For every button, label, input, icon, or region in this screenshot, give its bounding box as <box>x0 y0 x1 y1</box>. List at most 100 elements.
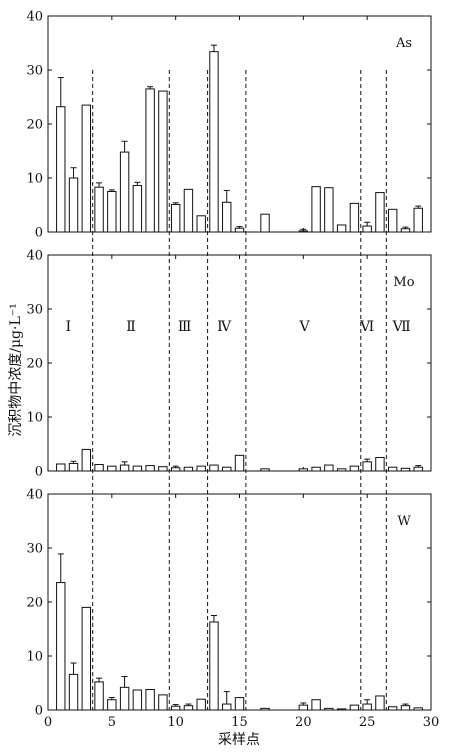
bar <box>94 681 104 711</box>
bar <box>336 468 347 472</box>
bar <box>375 695 385 711</box>
bar <box>336 708 347 711</box>
bar <box>413 707 423 711</box>
bar <box>81 448 91 472</box>
y-tick-label: 10 <box>26 411 43 426</box>
bar <box>413 466 423 472</box>
bar <box>107 465 117 472</box>
bar <box>209 621 219 711</box>
bar <box>68 462 79 472</box>
bar <box>400 467 411 472</box>
zone-label: Ⅳ <box>217 319 232 335</box>
bar <box>324 464 334 472</box>
bar <box>132 185 143 233</box>
bar <box>119 464 130 472</box>
bar <box>132 465 143 472</box>
bar <box>311 466 321 472</box>
zone-boundaries <box>92 70 387 710</box>
bar <box>145 465 155 472</box>
bar <box>68 177 79 233</box>
bar <box>196 215 206 233</box>
bar <box>349 704 360 711</box>
y-tick-label: 0 <box>35 465 43 480</box>
bar <box>324 707 334 711</box>
bar <box>158 694 168 711</box>
y-tick-label: 10 <box>26 172 43 187</box>
bar <box>68 673 79 711</box>
bar <box>107 699 117 711</box>
zone-labels: Ⅰ Ⅱ Ⅲ Ⅳ Ⅴ Ⅵ Ⅶ <box>66 319 411 335</box>
y-tick-label: 30 <box>26 303 43 318</box>
zone-label: Ⅴ <box>299 319 311 335</box>
y-tick-label: 10 <box>26 650 43 665</box>
element-label: Mo <box>393 275 414 290</box>
bar <box>362 225 372 233</box>
bar <box>298 230 309 233</box>
bar <box>336 224 347 233</box>
panel-w: 0 10 20 30 40 W <box>26 488 432 719</box>
bar <box>119 151 130 233</box>
panels: 0 10 20 30 40 As 0 10 20 30 40 Mo 0 10 20 30 40 W <box>26 10 432 719</box>
y-axis-title: 沉积物中浓度/μg·L⁻¹ <box>8 303 24 437</box>
zone-label: Ⅶ <box>392 319 411 335</box>
bar <box>183 188 194 233</box>
zone-label: Ⅰ <box>66 319 72 335</box>
bar <box>324 187 334 233</box>
bar <box>349 202 360 233</box>
bar <box>81 104 91 233</box>
bar <box>196 698 206 711</box>
x-axis-title: 采样点 <box>218 732 260 748</box>
y-tick-label: 40 <box>26 488 43 503</box>
bar <box>81 606 91 711</box>
bar <box>119 686 130 711</box>
y-tick-label: 0 <box>35 226 43 241</box>
x-tick-label: 0 <box>44 715 52 730</box>
panel-frame <box>47 493 432 711</box>
x-tick-label: 30 <box>423 715 440 730</box>
bar <box>196 465 206 472</box>
bar <box>222 466 232 472</box>
bar <box>170 705 181 711</box>
x-tick-label: 20 <box>295 715 312 730</box>
panel-mo: 0 10 20 30 40 Mo <box>26 249 432 480</box>
element-label: As <box>395 36 412 51</box>
bar <box>260 468 270 472</box>
bar <box>209 464 219 472</box>
x-tick-label: 25 <box>359 715 376 730</box>
zone-label: Ⅲ <box>178 319 192 335</box>
zone-label: Ⅱ <box>126 319 136 335</box>
bar <box>375 457 385 472</box>
x-tick-label: 10 <box>167 715 184 730</box>
bar <box>56 106 66 233</box>
y-tick-label: 0 <box>35 704 43 719</box>
bar <box>388 208 398 233</box>
bar <box>388 466 398 472</box>
bar <box>349 465 360 472</box>
bar <box>260 707 270 711</box>
bar <box>145 688 155 711</box>
bar <box>158 466 168 472</box>
bar <box>145 88 155 233</box>
y-tick-label: 20 <box>26 596 43 611</box>
bar <box>234 227 245 233</box>
bar <box>132 689 143 711</box>
bar <box>222 201 232 233</box>
bar <box>388 706 398 711</box>
bar <box>94 464 104 472</box>
element-label: W <box>397 514 411 529</box>
bar <box>413 207 423 233</box>
bar <box>209 51 219 233</box>
x-axis: 0 5 10 15 20 25 30 <box>44 715 439 730</box>
panel-as: 0 10 20 30 40 As <box>26 10 432 241</box>
y-tick-label: 30 <box>26 64 43 79</box>
bar <box>183 466 194 472</box>
x-tick-label: 15 <box>231 715 248 730</box>
bar <box>170 203 181 233</box>
bar <box>362 461 372 472</box>
bar <box>260 213 270 233</box>
bar <box>94 186 104 233</box>
bar <box>107 191 117 233</box>
bar <box>400 705 411 711</box>
panel-frame <box>47 254 432 472</box>
